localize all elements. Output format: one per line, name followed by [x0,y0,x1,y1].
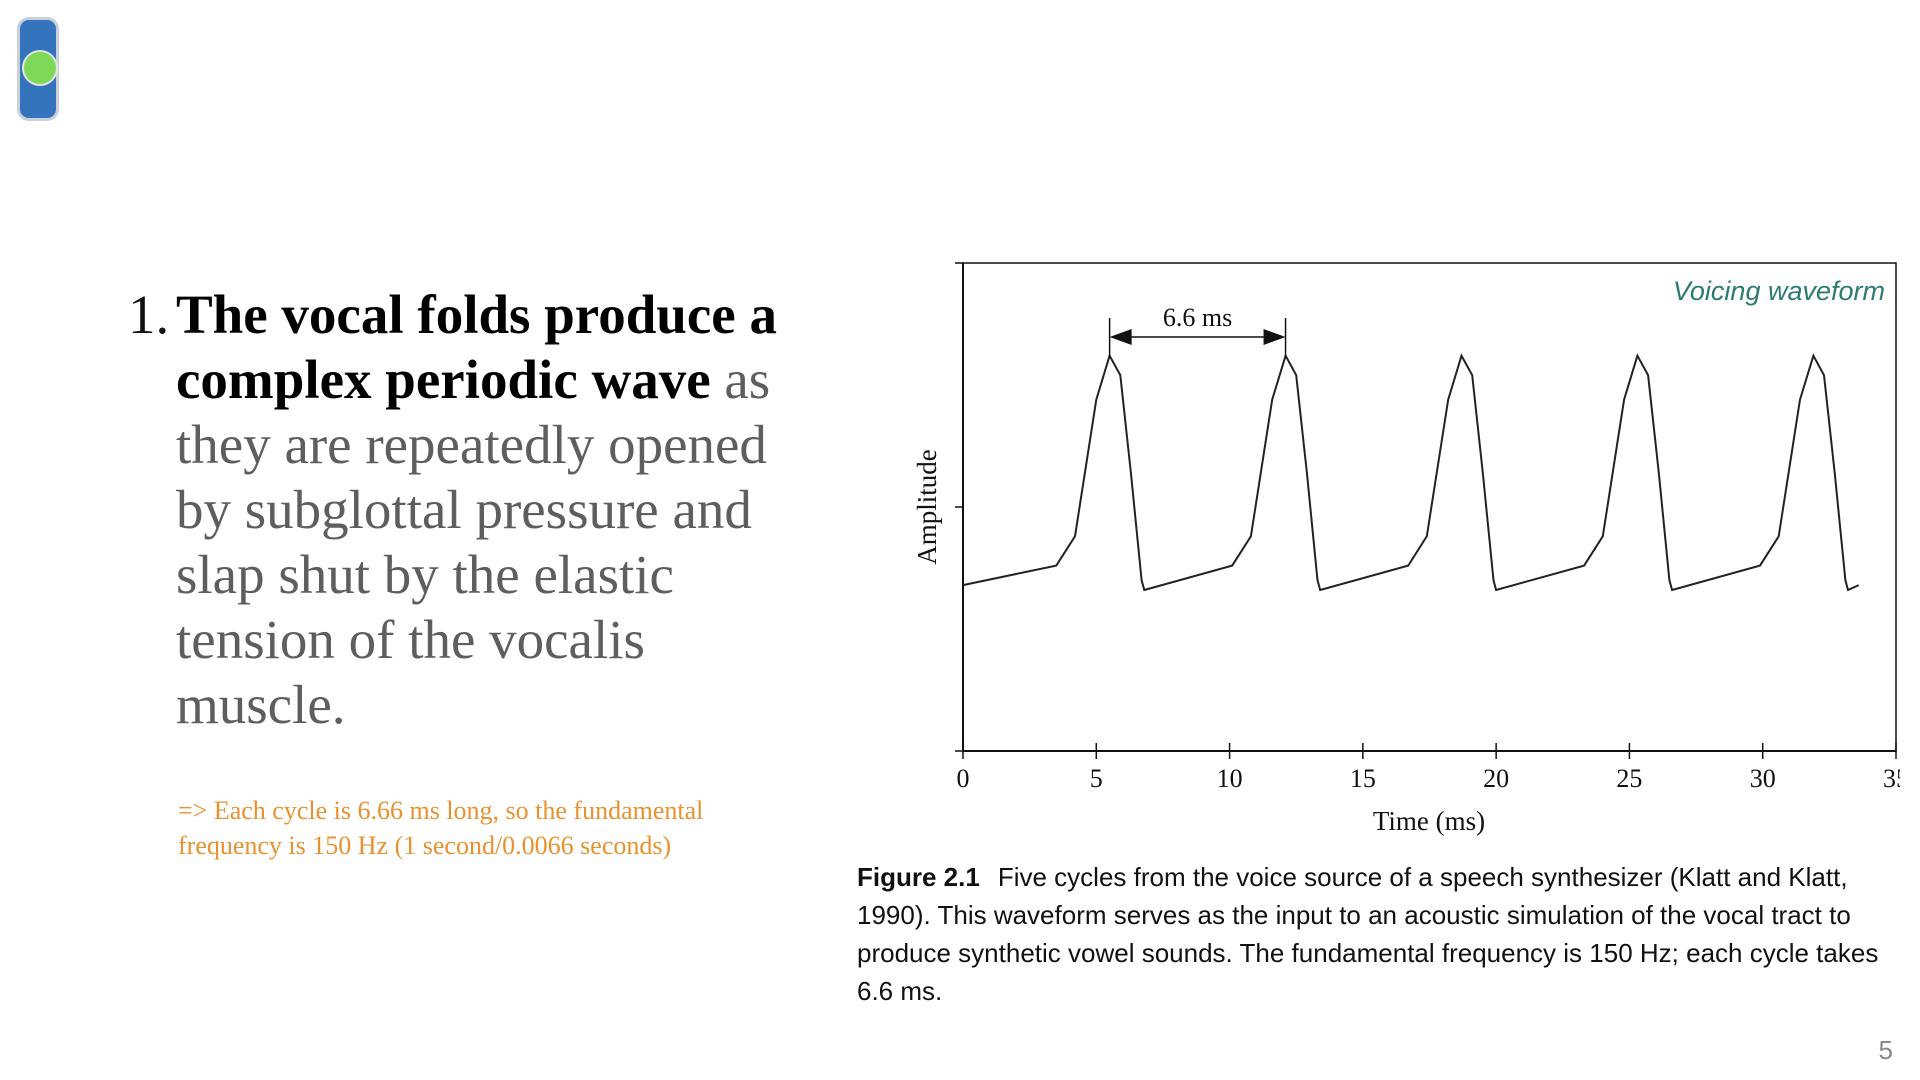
period-annotation: 6.6 ms [1108,303,1287,358]
x-tick-label: 15 [1350,764,1376,793]
numbered-point: 1. The vocal folds produce a complex per… [128,282,788,737]
x-tick-label: 0 [957,764,970,793]
page-number: 5 [1878,1035,1893,1065]
toggle-switch[interactable] [17,17,59,121]
voicing-waveform-chart: 0 5 10 15 20 25 30 35 6.6 ms Voicing waveform T… [912,262,1900,836]
x-tick-group: 0 5 10 15 20 25 30 35 [957,743,1900,793]
period-arrow-left [1109,329,1132,345]
x-tick-label: 20 [1483,764,1509,793]
point-rest-text: as they are repeatedly opened by subglot… [176,349,771,735]
y-axis-label: Amplitude [912,449,942,565]
figure-caption: Figure 2.1 Five cycles from the voice sou… [857,858,1897,1010]
x-tick-label: 5 [1090,764,1103,793]
x-tick-label: 10 [1217,764,1243,793]
x-tick-label: 35 [1883,764,1900,793]
toggle-knob[interactable] [22,50,58,86]
note-line-2: frequency is 150 Hz (1 second/0.0066 sec… [178,831,672,860]
period-label: 6.6 ms [1163,303,1232,332]
plot-frame [962,262,1897,752]
x-tick-label: 30 [1750,764,1776,793]
figure-caption-text: Five cycles from the voice source of a s… [857,862,1879,1006]
voicing-waveform-line [962,353,1860,592]
x-tick-label: 25 [1616,764,1642,793]
point-number: 1. [128,284,170,345]
note-line-1: => Each cycle is 6.66 ms long, so the fu… [178,796,704,825]
point-text: The vocal folds produce a complex period… [176,282,788,737]
chart-title: Voicing waveform [1673,276,1885,306]
x-axis-label: Time (ms) [1373,806,1485,836]
calculation-note: => Each cycle is 6.66 ms long, so the fu… [178,793,818,863]
figure-label: Figure 2.1 [857,862,980,892]
point-bold-text: The vocal folds produce a complex period… [176,284,777,410]
period-arrow-right [1263,329,1286,345]
